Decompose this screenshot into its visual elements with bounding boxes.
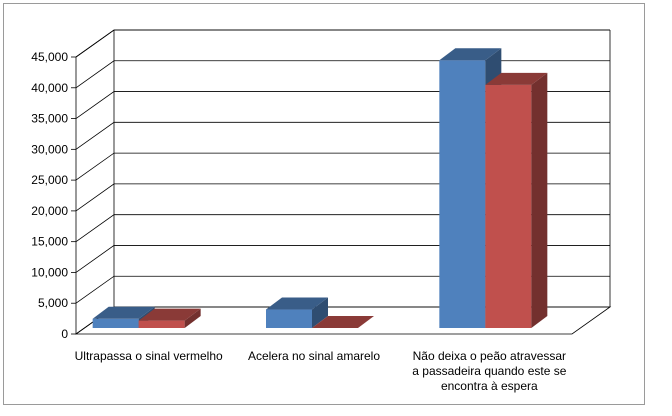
y-tick-label: 35,000 — [31, 112, 68, 126]
bar-side — [531, 72, 548, 328]
category-label: Não deixa o peão atravessar — [413, 349, 566, 363]
y-tick-label: 0 — [61, 327, 68, 341]
bar-top — [138, 308, 201, 321]
bar-chart: 0 5,000 10,000 15,000 20,000 25,000 30,000 35,0… — [31, 29, 612, 393]
category-label: a passadeira quando este se — [412, 364, 566, 378]
y-tick-label: 5,000 — [38, 296, 68, 310]
y-tick-label: 40,000 — [31, 81, 68, 95]
bar-side — [312, 297, 328, 328]
chart-frame: 0 5,000 10,000 15,000 20,000 25,000 30,000 35,0… — [3, 3, 645, 405]
bar-top — [266, 297, 328, 310]
y-tick-label: 45,000 — [31, 50, 68, 64]
bar-top — [439, 48, 502, 61]
bar-front — [266, 309, 312, 328]
y-tick-label: 25,000 — [31, 173, 68, 187]
y-tick-label: 10,000 — [31, 265, 68, 279]
bar-front — [439, 60, 486, 328]
category-label: Acelera no sinal amarelo — [248, 349, 380, 363]
category-label: encontra à espera — [441, 379, 538, 393]
y-tick-label: 20,000 — [31, 204, 68, 218]
back-wall-top-edge — [75, 29, 610, 58]
gridline — [75, 29, 610, 58]
bar-front — [485, 84, 532, 328]
category-label: Ultrapassa o sinal vermelho — [75, 349, 223, 363]
bar-side — [184, 308, 201, 328]
bar-top — [485, 72, 548, 85]
bar-top — [92, 306, 155, 319]
bar-front — [92, 318, 139, 328]
bar-top — [312, 316, 374, 328]
y-tick-label: 30,000 — [31, 142, 68, 156]
bar-front — [138, 320, 185, 328]
y-tick-label: 15,000 — [31, 235, 68, 249]
